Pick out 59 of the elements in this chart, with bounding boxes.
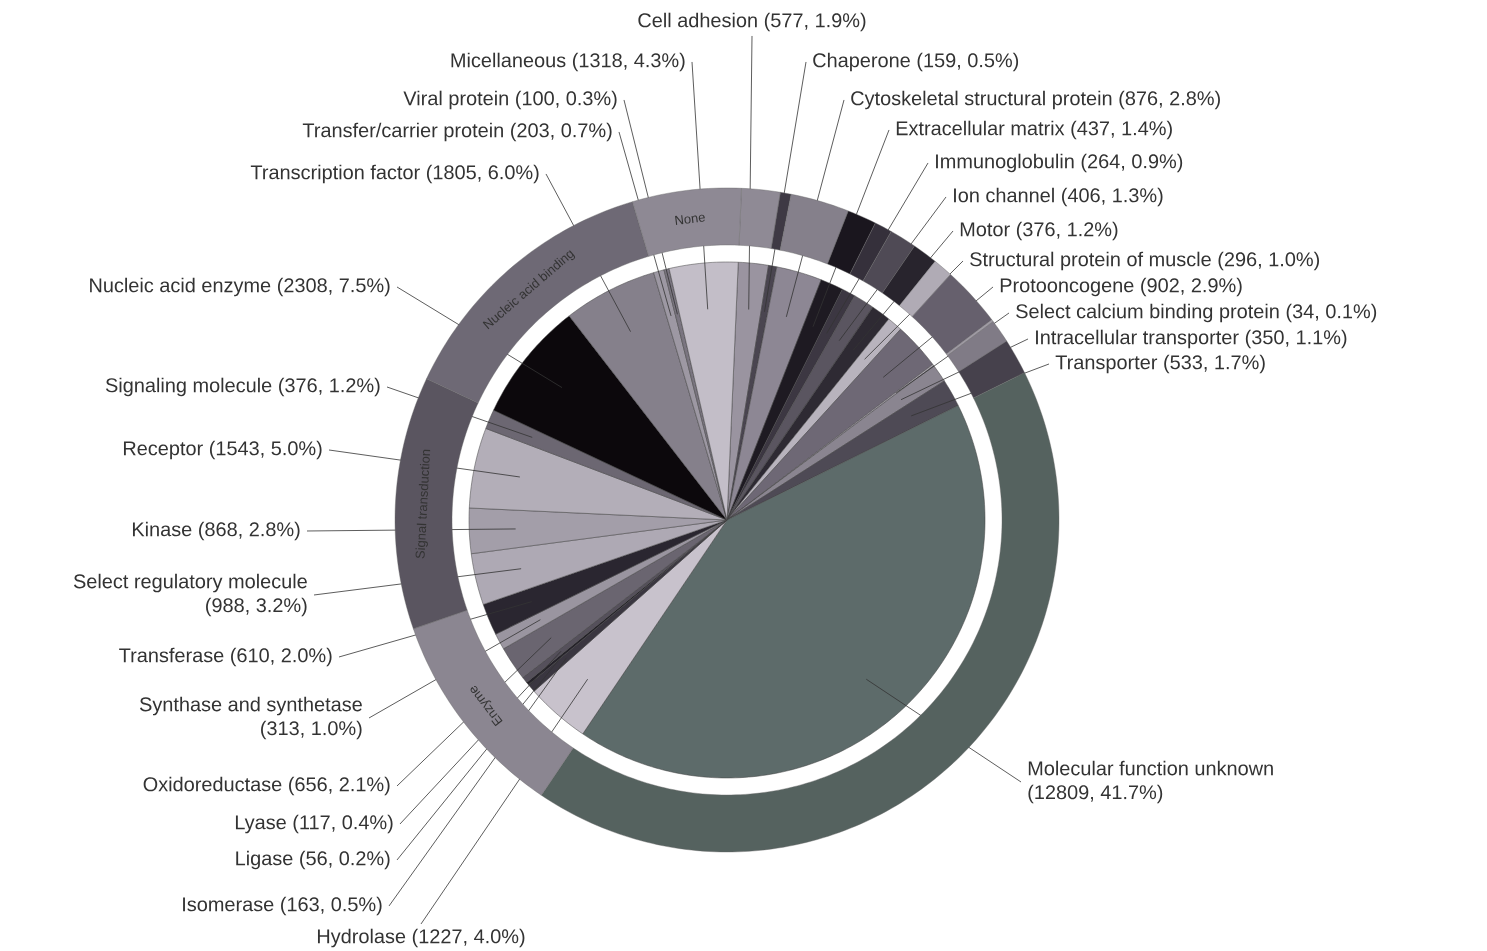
data-label: (163, 0.5%) [281, 896, 382, 916]
slice-label: Select regulatory molecule [73, 573, 307, 593]
data-label: (56, 0.2%) [300, 850, 390, 870]
data-label: (1805, 6.0%) [426, 164, 539, 184]
data-label: (406, 1.3%) [1062, 187, 1163, 207]
slice-label: Receptor [123, 441, 203, 460]
slice-label: Nucleic acid enzyme [90, 277, 271, 297]
slice-label: Lyase [235, 815, 286, 834]
data-label: (313, 1.0%) [261, 720, 362, 740]
slice-label: Transfer/carrier protein [302, 122, 503, 142]
data-label: (902, 2.9%) [1141, 277, 1242, 297]
data-label: (264, 0.9%) [1081, 153, 1183, 173]
slice-label: Isomerase [183, 897, 274, 912]
data-label: (1227, 4.0%) [412, 928, 525, 948]
data-label: (437, 1.4%) [1071, 120, 1172, 140]
slice-label: Kinase [132, 521, 192, 537]
data-label: (12809, 41.7%) [1028, 784, 1163, 804]
data-label: (376, 1.2%) [1016, 221, 1118, 241]
slice-label: Synthase and synthetase [139, 696, 362, 716]
slice-label: Extracellular matrix [896, 120, 1065, 136]
slice-label: Transporter [1055, 355, 1158, 374]
data-label: (100, 0.3%) [516, 90, 617, 110]
data-label: (876, 2.8%) [1119, 90, 1220, 110]
slice-label: Immunoglobulin [936, 153, 1074, 173]
slice-label: Protooncogene [1000, 278, 1134, 297]
slice-label: Transferase [119, 647, 224, 663]
slice-label: Micellaneous [451, 52, 566, 68]
data-label: (610, 2.0%) [231, 647, 332, 667]
slice-label: Transcription factor [250, 164, 420, 184]
data-label: (577, 1.9%) [764, 12, 866, 32]
data-label: (1543, 5.0%) [209, 440, 322, 460]
data-label: (350, 1.1%) [1245, 329, 1347, 349]
data-label: (117, 0.4%) [293, 814, 393, 834]
data-label: (1318, 4.3%) [572, 52, 685, 72]
slice-label: Chaperone [813, 52, 910, 72]
data-label: (296, 1.0%) [1218, 251, 1320, 271]
slice-label: Hydrolase [317, 928, 406, 948]
data-label: (656, 2.1%) [289, 776, 390, 796]
data-label: (203, 0.7%) [511, 122, 612, 142]
data-label: (159, 0.5%) [917, 52, 1019, 72]
slice-label: Cytoskeletal structural protein [851, 90, 1112, 110]
slice-label: Select calcium binding protein [1016, 303, 1279, 323]
data-label: (868, 2.8%) [199, 521, 300, 541]
data-label: (533, 1.7%) [1164, 354, 1265, 374]
data-label: (34, 0.1%) [1286, 303, 1377, 323]
slice-label: Intracellular transporter [1036, 329, 1239, 349]
slice-label: Motor [960, 222, 1010, 237]
slice-label: None [675, 214, 705, 225]
slice-label: Ion channel [954, 187, 1054, 203]
slice-label: Structural protein of muscle [970, 251, 1211, 271]
data-label: (376, 1.2%) [279, 377, 380, 397]
data-label: (988, 3.2%) [206, 597, 307, 617]
slice-label: Molecular function unknown [1028, 760, 1273, 776]
slice-label: Ligase [236, 850, 293, 870]
data-label: (2308, 7.5%) [277, 277, 390, 297]
slice-label: Cell adhesion [638, 12, 757, 28]
slice-label: Signaling molecule [105, 377, 272, 397]
slice-label: Viral protein [403, 90, 508, 110]
slice-label: Oxidoreductase [143, 776, 282, 792]
